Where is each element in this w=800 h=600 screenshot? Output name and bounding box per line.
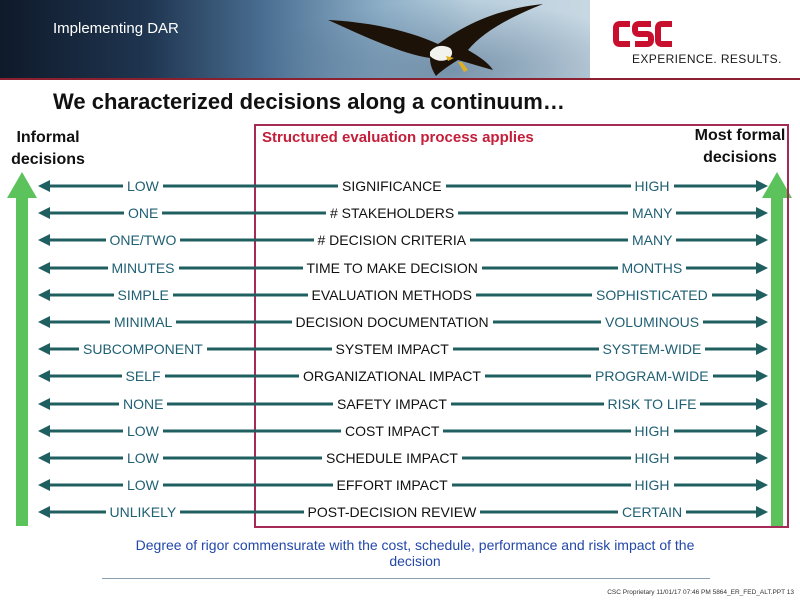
high-end-label: SYSTEM-WIDE (598, 339, 706, 360)
low-end-label: ONE (124, 203, 163, 224)
structured-evaluation-box (254, 124, 789, 528)
low-end-label: MINIMAL (110, 312, 177, 332)
csc-logo-icon (613, 21, 672, 47)
legal-footer: CSC Proprietary 11/01/17 07:46 PM 5864_E… (607, 589, 794, 596)
logo-tagline: EXPERIENCE. RESULTS. (632, 52, 782, 66)
high-end-label: HIGH (630, 448, 674, 468)
dimension-label: SYSTEM IMPACT (331, 339, 453, 360)
continuum-row: LOW EFFORT IMPACT HIGH (0, 475, 800, 496)
footer-divider (102, 578, 710, 579)
dimension-label: DECISION DOCUMENTATION (291, 312, 493, 332)
right-green-up-arrow-icon (762, 172, 792, 526)
low-end-label: LOW (123, 420, 163, 441)
formal-decisions-caption: Most formal decisions (694, 127, 786, 166)
low-end-label: SIMPLE (113, 284, 173, 305)
informal-decisions-caption: Informal decisions (11, 129, 85, 168)
continuum-row: NONE SAFETY IMPACT RISK TO LIFE (0, 393, 800, 414)
dimension-label: # DECISION CRITERIA (313, 230, 471, 251)
high-end-label: SOPHISTICATED (592, 284, 712, 305)
continuum-row: SELF ORGANIZATIONAL IMPACT PROGRAM-WIDE (0, 366, 800, 387)
low-end-label: LOW (123, 176, 163, 196)
eagle-icon (328, 4, 543, 76)
footnote: Degree of rigor commensurate with the co… (135, 537, 695, 569)
low-end-label: LOW (123, 448, 163, 468)
low-end-label: SUBCOMPONENT (79, 339, 207, 360)
high-end-label: PROGRAM-WIDE (591, 366, 713, 387)
low-end-label: ONE/TWO (105, 230, 181, 251)
continuum-row: SUBCOMPONENT SYSTEM IMPACT SYSTEM-WIDE (0, 339, 800, 360)
dimension-label: EFFORT IMPACT (332, 475, 452, 496)
low-end-label: LOW (123, 475, 163, 496)
dimension-label: TIME TO MAKE DECISION (302, 257, 482, 278)
high-end-label: CERTAIN (618, 502, 687, 523)
dimension-label: POST-DECISION REVIEW (303, 502, 481, 523)
high-end-label: MANY (628, 230, 677, 251)
header-divider (0, 78, 800, 80)
high-end-label: MONTHS (617, 257, 687, 278)
dimension-label: SIGNIFICANCE (338, 176, 446, 196)
continuum-row: UNLIKELY POST-DECISION REVIEW CERTAIN (0, 502, 800, 523)
dimension-label: SAFETY IMPACT (333, 393, 451, 414)
dimension-label: # STAKEHOLDERS (326, 203, 459, 224)
left-green-up-arrow-icon (7, 172, 37, 526)
dimension-label: EVALUATION METHODS (307, 284, 477, 305)
header-title: Implementing DAR (53, 20, 179, 37)
continuum-row: LOW COST IMPACT HIGH (0, 420, 800, 441)
continuum-row: LOW SIGNIFICANCE HIGH (0, 176, 800, 196)
logo-area (590, 0, 800, 78)
continuum-row: MINIMAL DECISION DOCUMENTATION VOLUMINOUS (0, 312, 800, 332)
header-banner: Implementing DAR EXPERIENCE. RESULTS. (0, 0, 800, 78)
continuum-row: ONE/TWO # DECISION CRITERIA MANY (0, 230, 800, 251)
low-end-label: UNLIKELY (105, 502, 181, 523)
high-end-label: VOLUMINOUS (601, 312, 704, 332)
structured-evaluation-title: Structured evaluation process applies (262, 129, 534, 146)
slide-title: We characterized decisions along a conti… (53, 89, 565, 114)
high-end-label: HIGH (630, 475, 674, 496)
dimension-label: SCHEDULE IMPACT (322, 448, 462, 468)
continuum-row: LOW SCHEDULE IMPACT HIGH (0, 448, 800, 468)
dimension-label: ORGANIZATIONAL IMPACT (299, 366, 485, 387)
continuum-row: SIMPLE EVALUATION METHODS SOPHISTICATED (0, 284, 800, 305)
low-end-label: NONE (119, 393, 168, 414)
low-end-label: SELF (121, 366, 165, 387)
dimension-label: COST IMPACT (341, 420, 444, 441)
low-end-label: MINUTES (107, 257, 179, 278)
continuum-row: MINUTES TIME TO MAKE DECISION MONTHS (0, 257, 800, 278)
high-end-label: HIGH (630, 420, 674, 441)
continuum-row: ONE # STAKEHOLDERS MANY (0, 203, 800, 224)
high-end-label: HIGH (630, 176, 674, 196)
high-end-label: RISK TO LIFE (603, 393, 701, 414)
high-end-label: MANY (628, 203, 677, 224)
